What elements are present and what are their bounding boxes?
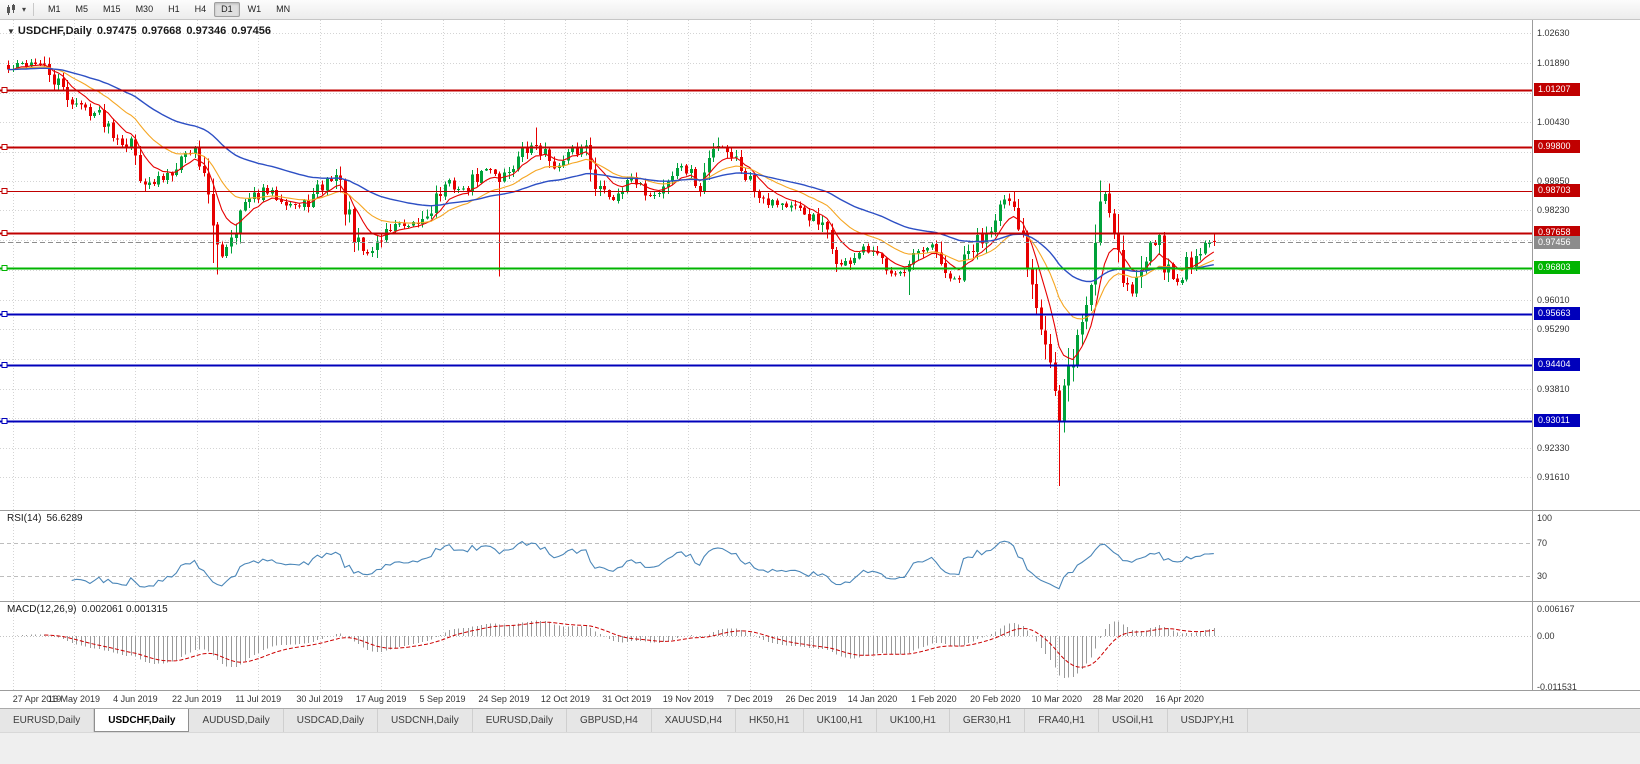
chevron-down-icon[interactable]: ▾ bbox=[22, 5, 27, 14]
symbol-ohlc-info: ▼ USDCHF,Daily 0.97475 0.97668 0.97346 0.9745… bbox=[7, 25, 276, 37]
chart-tab-1-usdchf-daily[interactable]: USDCHF,Daily bbox=[94, 709, 190, 732]
rsi-value: 56.6289 bbox=[46, 513, 83, 524]
chart-tab-9-uk100-h1[interactable]: UK100,H1 bbox=[804, 709, 877, 732]
macd-indicator-label: MACD(12,26,9) 0.002061 0.001315 bbox=[7, 604, 173, 615]
chart-tab-5-eurusd-daily[interactable]: EURUSD,Daily bbox=[473, 709, 567, 732]
timeframe-m15-button[interactable]: M15 bbox=[103, 4, 121, 14]
high-value: 0.97668 bbox=[141, 25, 182, 37]
timeframe-m1-button[interactable]: M1 bbox=[48, 4, 61, 14]
chart-tab-13-usoil-h1[interactable]: USOil,H1 bbox=[1099, 709, 1168, 732]
timeframe-m30-button[interactable]: M30 bbox=[135, 4, 154, 14]
timeframe-m5-button[interactable]: M5 bbox=[75, 4, 89, 14]
timeframes-toolbar: ▾ M1 M5 M15 M30 H1 H4 D1 W1 MN bbox=[0, 0, 1640, 20]
chart-tab-6-gbpusd-h4[interactable]: GBPUSD,H4 bbox=[567, 709, 652, 732]
time-scale[interactable] bbox=[0, 691, 1532, 708]
rsi-title: RSI(14) bbox=[7, 513, 42, 524]
status-area bbox=[0, 732, 1640, 764]
chart-plot-area[interactable] bbox=[0, 20, 1532, 690]
timeframe-w1-button[interactable]: W1 bbox=[247, 4, 262, 14]
macd-title: MACD(12,26,9) bbox=[7, 604, 77, 615]
close-value: 0.97456 bbox=[231, 25, 271, 37]
chart-tab-8-hk50-h1[interactable]: HK50,H1 bbox=[736, 709, 804, 732]
chart-tab-4-usdcnh-daily[interactable]: USDCNH,Daily bbox=[378, 709, 473, 732]
timeframe-mn-button[interactable]: MN bbox=[276, 4, 291, 14]
macd-values: 0.002061 0.001315 bbox=[81, 604, 168, 615]
chart-tab-3-usdcad-daily[interactable]: USDCAD,Daily bbox=[284, 709, 378, 732]
timeframe-h4-button[interactable]: H4 bbox=[194, 4, 207, 14]
timeframe-d1-button[interactable]: D1 bbox=[214, 2, 240, 17]
collapse-triangle-icon[interactable]: ▼ bbox=[7, 27, 15, 36]
chart-tab-11-ger30-h1[interactable]: GER30,H1 bbox=[950, 709, 1026, 732]
symbol-name: USDCHF,Daily bbox=[17, 25, 92, 37]
toolbar-separator bbox=[33, 3, 35, 16]
timeframe-h1-button[interactable]: H1 bbox=[168, 4, 180, 14]
chart-tab-14-usdjpy-h1[interactable]: USDJPY,H1 bbox=[1168, 709, 1249, 732]
timeframe-buttons-group: M1 M5 M15 M30 H1 H4 D1 W1 MN bbox=[41, 2, 297, 17]
candlestick-chart-icon[interactable] bbox=[6, 3, 19, 16]
chart-tab-7-xauusd-h4[interactable]: XAUUSD,H4 bbox=[652, 709, 737, 732]
chart-tab-0-eurusd-daily[interactable]: EURUSD,Daily bbox=[0, 709, 95, 732]
chart-tab-10-uk100-h1[interactable]: UK100,H1 bbox=[877, 709, 950, 732]
chart-tab-bar: EURUSD,Daily USDCHF,Daily AUDUSD,Daily USDC… bbox=[0, 708, 1640, 732]
price-scale[interactable] bbox=[1533, 20, 1640, 690]
rsi-indicator-label: RSI(14) 56.6289 bbox=[7, 513, 88, 524]
open-value: 0.97475 bbox=[96, 25, 137, 37]
chart-tab-12-fra40-h1[interactable]: FRA40,H1 bbox=[1025, 709, 1099, 732]
chart-tab-2-audusd-daily[interactable]: AUDUSD,Daily bbox=[189, 709, 284, 732]
low-value: 0.97346 bbox=[186, 25, 227, 37]
